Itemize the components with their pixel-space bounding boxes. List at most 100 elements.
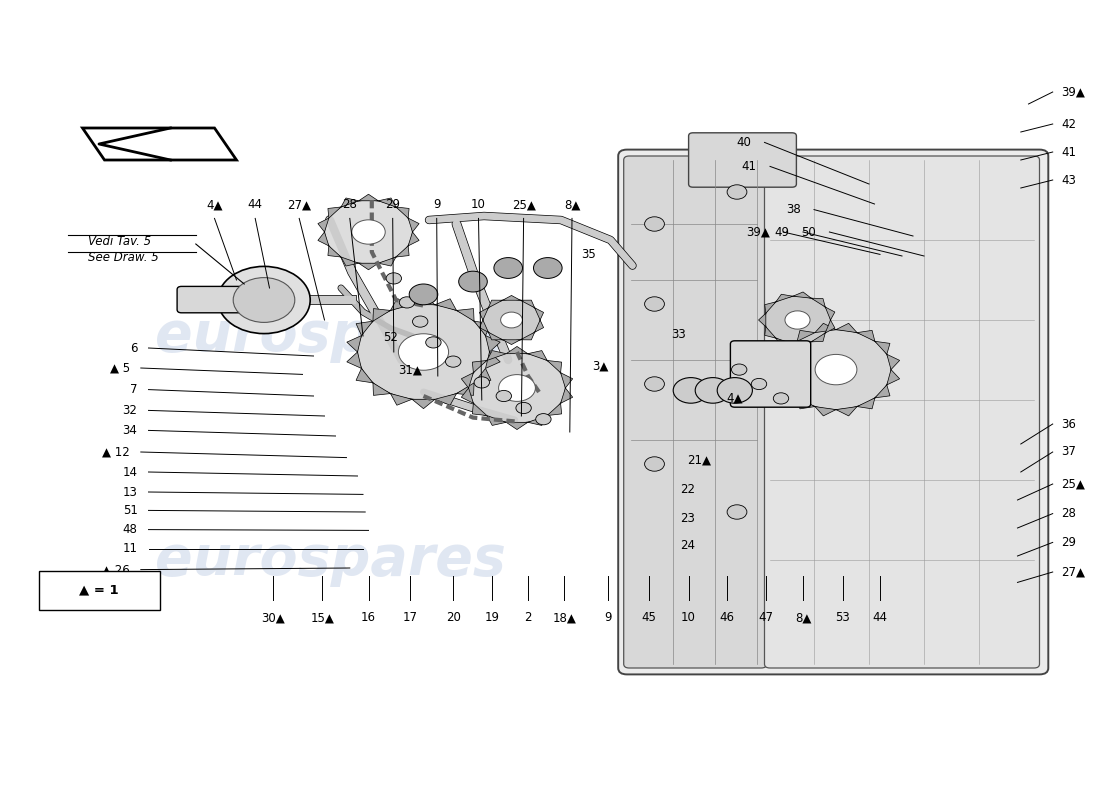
Text: 30▲: 30▲ xyxy=(261,611,285,624)
Text: 2: 2 xyxy=(525,611,531,624)
Polygon shape xyxy=(874,385,890,398)
Circle shape xyxy=(233,278,295,322)
Polygon shape xyxy=(396,246,409,257)
Circle shape xyxy=(536,414,551,425)
Polygon shape xyxy=(434,298,456,310)
Circle shape xyxy=(673,378,708,403)
Text: 43: 43 xyxy=(1062,174,1077,186)
Polygon shape xyxy=(764,326,776,338)
Polygon shape xyxy=(528,415,547,426)
Polygon shape xyxy=(378,257,396,266)
Polygon shape xyxy=(485,335,501,352)
Polygon shape xyxy=(782,342,797,354)
FancyBboxPatch shape xyxy=(177,286,268,313)
Polygon shape xyxy=(480,308,488,320)
Text: 11: 11 xyxy=(122,542,138,555)
Circle shape xyxy=(426,337,441,348)
Text: 25▲: 25▲ xyxy=(512,198,536,211)
Polygon shape xyxy=(825,320,835,333)
Polygon shape xyxy=(535,320,543,332)
Circle shape xyxy=(645,457,664,471)
Polygon shape xyxy=(328,207,341,218)
Polygon shape xyxy=(825,307,835,320)
Polygon shape xyxy=(346,352,362,369)
Text: 22: 22 xyxy=(680,483,695,496)
Polygon shape xyxy=(836,323,857,333)
Text: 28: 28 xyxy=(1062,507,1077,520)
Text: 52: 52 xyxy=(383,331,398,344)
Text: 49: 49 xyxy=(774,226,790,238)
Text: 36: 36 xyxy=(1062,418,1077,430)
Text: 15▲: 15▲ xyxy=(310,611,334,624)
Polygon shape xyxy=(396,207,409,218)
Text: See Draw. 5: See Draw. 5 xyxy=(88,251,158,264)
Polygon shape xyxy=(520,332,535,340)
Text: ▲ 5: ▲ 5 xyxy=(110,362,130,374)
Text: 10: 10 xyxy=(681,611,696,624)
Polygon shape xyxy=(485,352,501,369)
Polygon shape xyxy=(487,350,506,361)
Text: ▲ = 1: ▲ = 1 xyxy=(79,584,119,597)
Polygon shape xyxy=(815,323,836,333)
Polygon shape xyxy=(503,340,520,345)
Polygon shape xyxy=(487,415,506,426)
Polygon shape xyxy=(887,354,900,370)
Text: 18▲: 18▲ xyxy=(552,611,576,624)
Circle shape xyxy=(645,217,664,231)
Circle shape xyxy=(732,364,747,375)
Text: 27▲: 27▲ xyxy=(287,198,311,211)
Circle shape xyxy=(498,374,536,402)
FancyBboxPatch shape xyxy=(689,133,796,187)
Polygon shape xyxy=(328,246,341,257)
Circle shape xyxy=(645,297,664,311)
Polygon shape xyxy=(408,218,419,232)
Text: 41: 41 xyxy=(741,160,757,173)
Polygon shape xyxy=(535,308,543,320)
Circle shape xyxy=(446,356,461,367)
Polygon shape xyxy=(461,388,473,403)
Text: 33: 33 xyxy=(671,328,685,341)
Text: 7: 7 xyxy=(130,383,138,396)
Circle shape xyxy=(727,505,747,519)
Polygon shape xyxy=(359,263,378,270)
Text: 46: 46 xyxy=(719,611,735,624)
Polygon shape xyxy=(857,398,874,409)
Circle shape xyxy=(496,390,512,402)
Polygon shape xyxy=(472,361,487,373)
Text: 8▲: 8▲ xyxy=(795,611,811,624)
Circle shape xyxy=(469,353,565,423)
Polygon shape xyxy=(874,342,890,354)
Text: 4▲: 4▲ xyxy=(726,392,742,405)
Text: 17: 17 xyxy=(403,611,418,624)
Polygon shape xyxy=(793,342,811,348)
Polygon shape xyxy=(887,370,900,385)
Text: 16: 16 xyxy=(361,611,376,624)
Polygon shape xyxy=(776,294,793,302)
Circle shape xyxy=(324,200,412,264)
Circle shape xyxy=(764,296,830,344)
Circle shape xyxy=(474,377,490,388)
Polygon shape xyxy=(390,394,412,406)
Polygon shape xyxy=(472,403,487,415)
Polygon shape xyxy=(815,406,836,416)
Circle shape xyxy=(409,284,438,305)
Polygon shape xyxy=(488,300,503,308)
Text: 25▲: 25▲ xyxy=(1062,478,1086,490)
Polygon shape xyxy=(798,330,815,342)
Text: 51: 51 xyxy=(122,504,138,517)
Circle shape xyxy=(459,271,487,292)
Polygon shape xyxy=(793,292,811,298)
Text: 45: 45 xyxy=(641,611,657,624)
Polygon shape xyxy=(811,333,825,342)
Text: 39▲: 39▲ xyxy=(1062,86,1086,98)
Text: 31▲: 31▲ xyxy=(398,363,422,376)
Text: Vedi Tav. 5: Vedi Tav. 5 xyxy=(88,235,151,248)
Polygon shape xyxy=(318,218,329,232)
Circle shape xyxy=(785,311,810,329)
Circle shape xyxy=(516,402,531,414)
Text: 13: 13 xyxy=(122,486,138,498)
Text: 28: 28 xyxy=(342,198,358,211)
Text: 53: 53 xyxy=(835,611,850,624)
Polygon shape xyxy=(346,335,362,352)
Circle shape xyxy=(494,258,522,278)
